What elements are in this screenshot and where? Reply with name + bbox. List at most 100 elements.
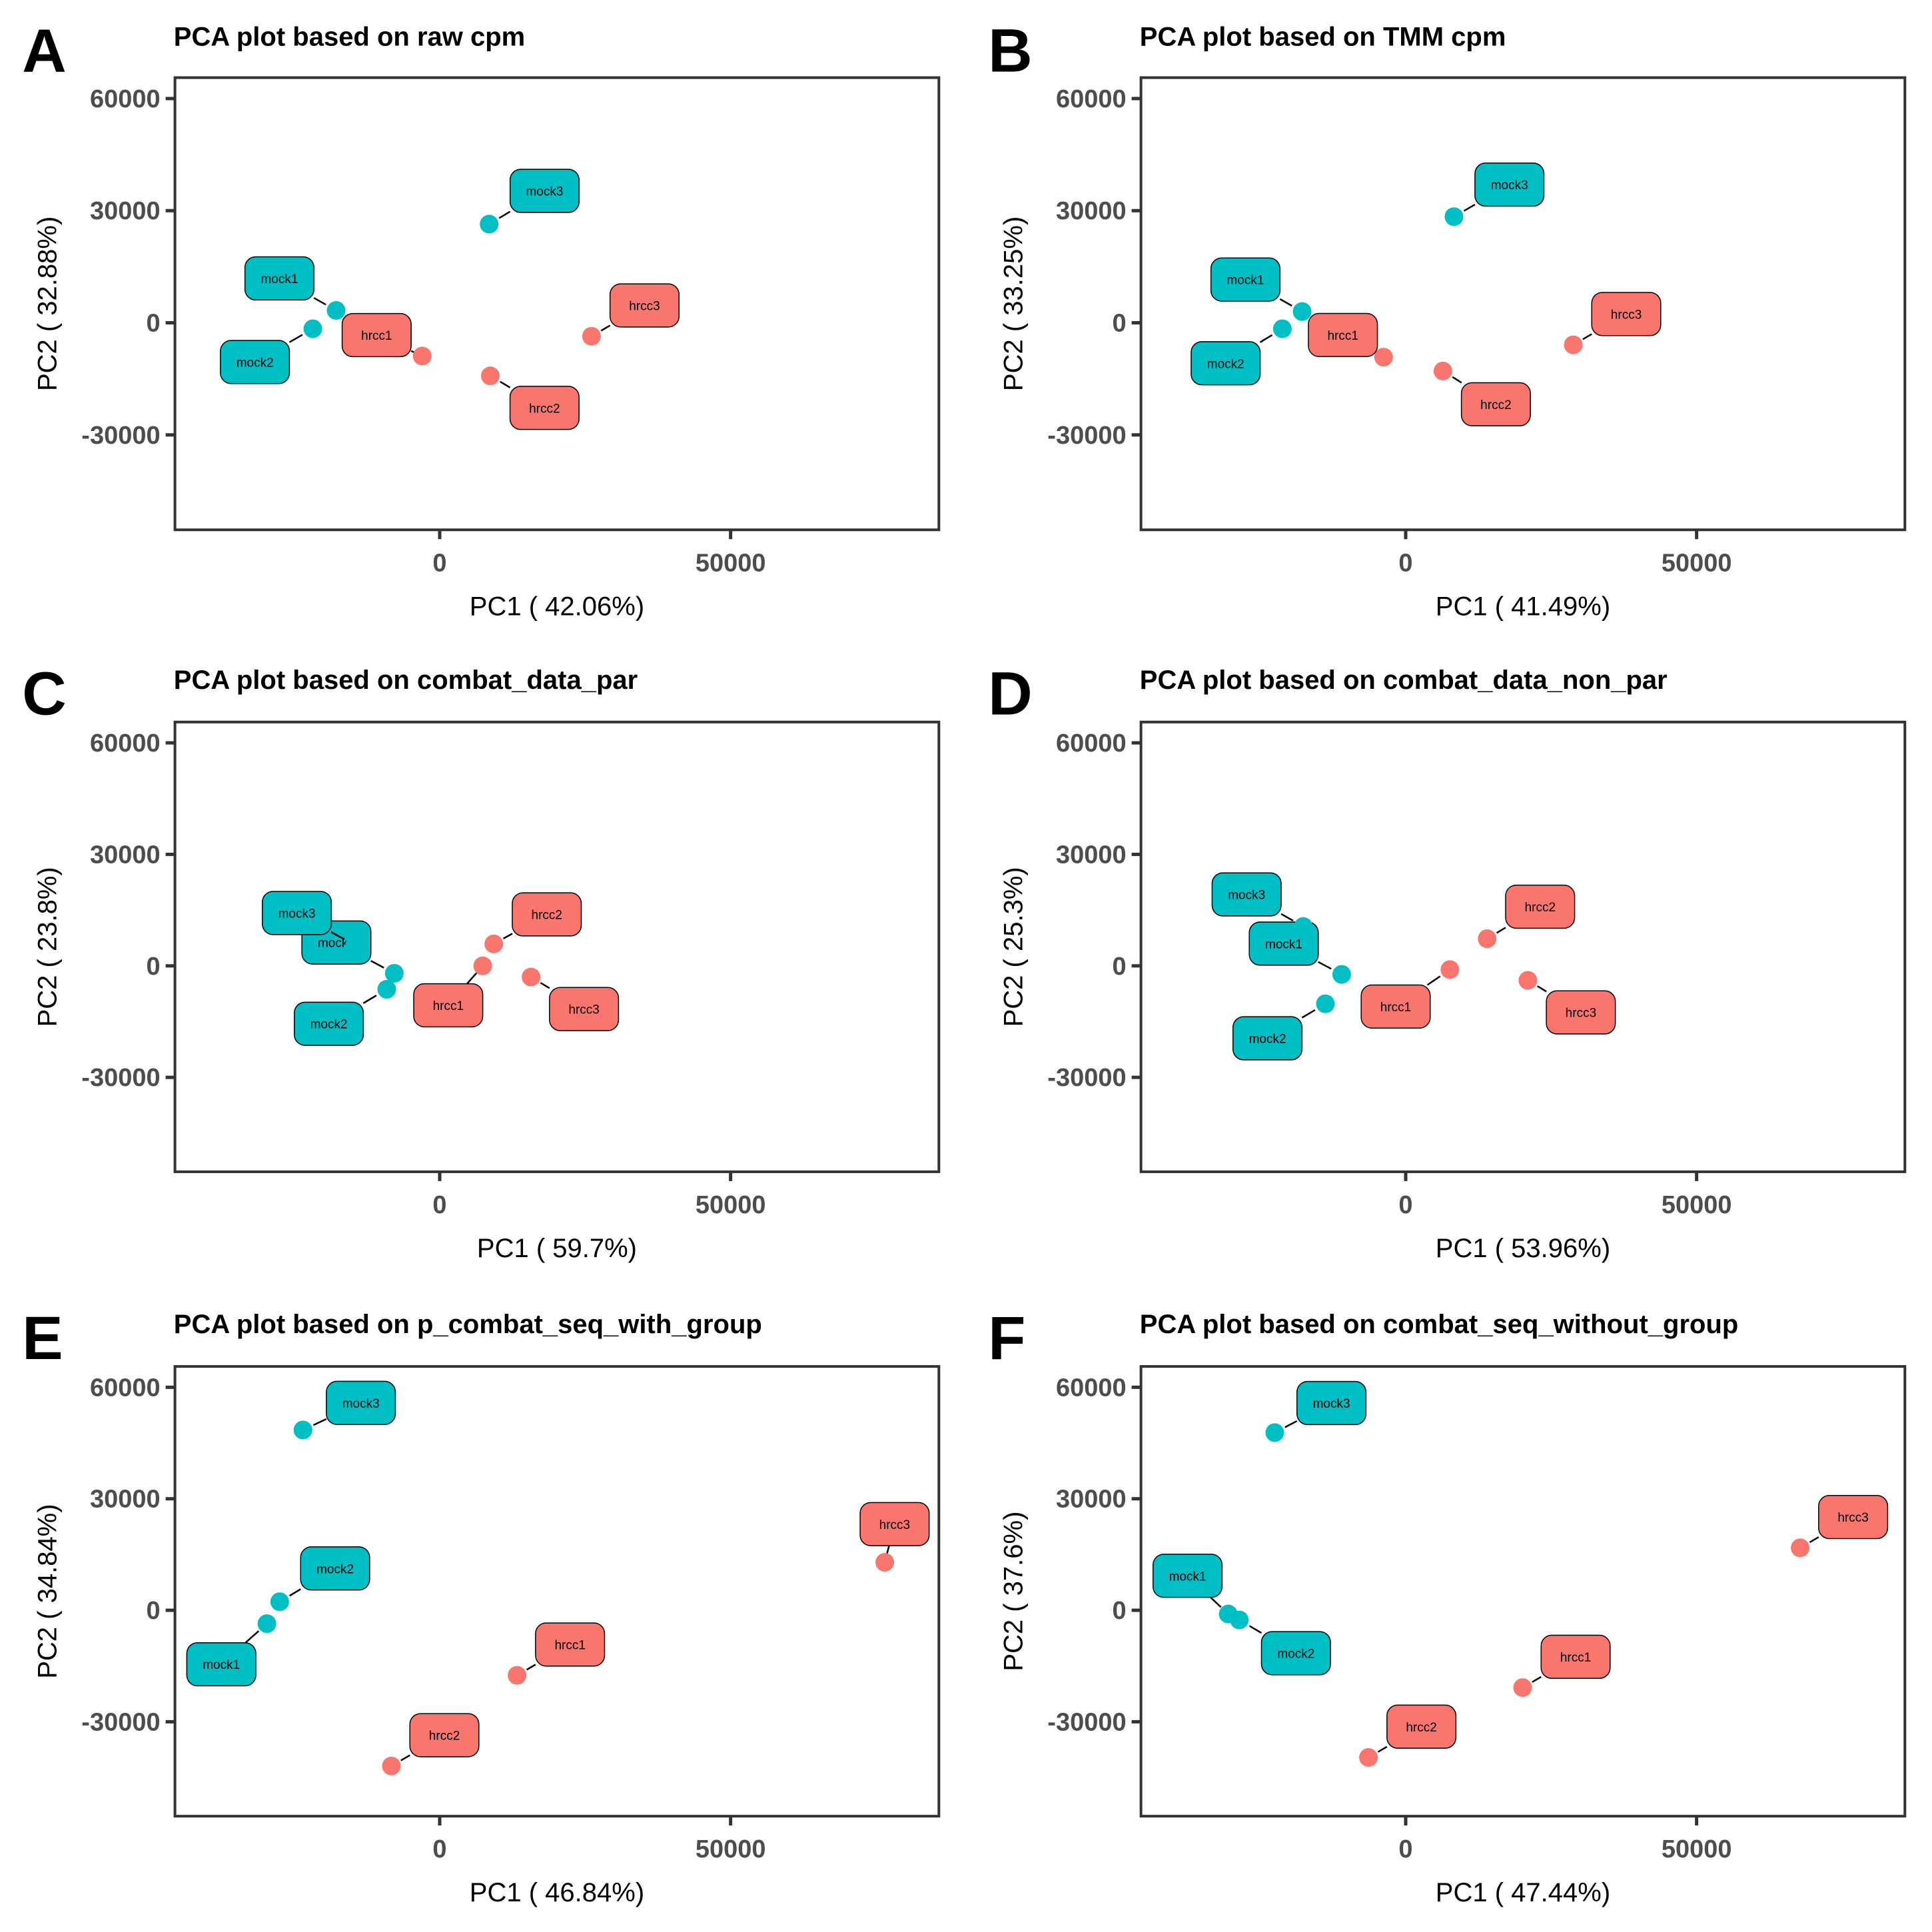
point-hrcc2[interactable]: [382, 1756, 401, 1775]
y-tick-label: 0: [1112, 1597, 1126, 1625]
label-connector: [466, 972, 478, 985]
label-connector: [1279, 298, 1292, 307]
point-label: hrcc2: [529, 402, 560, 416]
point-mock3[interactable]: [293, 1420, 312, 1440]
label-connector: [1210, 1596, 1222, 1608]
y-tick-label: 60000: [1056, 729, 1127, 757]
point-label: hrcc2: [1480, 398, 1511, 412]
x-tick-label: 0: [1398, 1191, 1412, 1219]
label-box-hrcc1: [535, 1622, 606, 1667]
y-tick-label: 60000: [90, 729, 161, 757]
label-box-hrcc2: [509, 386, 580, 430]
point-hrcc2[interactable]: [484, 934, 504, 953]
label-box-mock1: [1153, 1554, 1223, 1598]
point-mock2[interactable]: [303, 319, 322, 338]
point-hrcc1[interactable]: [508, 1666, 527, 1685]
label-connector: [1452, 376, 1462, 384]
point-mock1[interactable]: [384, 963, 404, 983]
label-box-mock2: [1232, 1016, 1303, 1061]
point-label: mock2: [1277, 1648, 1314, 1662]
label-box-hrcc3: [1818, 1494, 1889, 1540]
label-box-mock3: [1474, 162, 1545, 207]
panel-letter: D: [988, 660, 1032, 728]
point-hrcc3[interactable]: [522, 967, 541, 987]
label-box-mock3: [509, 169, 580, 213]
panel-title: PCA plot based on raw cpm: [174, 22, 525, 51]
point-label: mock3: [526, 185, 563, 199]
y-tick-label: 0: [146, 953, 160, 981]
point-hrcc2[interactable]: [1433, 361, 1452, 380]
point-mock2[interactable]: [1316, 994, 1335, 1013]
x-tick-label: 0: [432, 549, 446, 577]
point-label: hrcc3: [629, 299, 660, 313]
point-mock3[interactable]: [1294, 917, 1313, 936]
label-connector: [313, 297, 326, 306]
label-box-mock1: [1210, 257, 1280, 302]
point-label: hrcc1: [1380, 1001, 1411, 1015]
point-label: mock2: [310, 1018, 348, 1032]
y-tick-label: -30000: [81, 1064, 160, 1092]
label-box-hrcc3: [1591, 292, 1662, 336]
label-box-hrcc2: [512, 892, 582, 937]
point-mock1[interactable]: [257, 1614, 276, 1634]
point-hrcc1[interactable]: [1513, 1678, 1532, 1697]
label-connector: [502, 933, 513, 939]
point-hrcc3[interactable]: [582, 326, 601, 346]
panel-b: B PCA plot based on TMM cpm -30000 0 30000 60…: [988, 17, 1907, 621]
panel-f: F PCA plot based on combat_seq_without_gr…: [988, 1304, 1907, 1907]
point-hrcc3[interactable]: [1791, 1538, 1810, 1558]
point-hrcc1[interactable]: [1374, 348, 1393, 367]
point-label: mock1: [1169, 1570, 1207, 1584]
y-tick-label: 60000: [1056, 1374, 1127, 1402]
label-box-hrcc2: [1505, 884, 1576, 929]
point-label: hrcc3: [568, 1003, 599, 1017]
point-mock3[interactable]: [345, 935, 364, 955]
label-connector: [1463, 203, 1476, 212]
label-connector: [1532, 1676, 1542, 1683]
point-label: mock1: [1226, 274, 1264, 288]
point-hrcc3[interactable]: [875, 1553, 895, 1572]
label-box-hrcc3: [549, 987, 620, 1031]
x-tick-label: 0: [432, 1191, 446, 1219]
panel-letter: A: [22, 17, 66, 85]
point-mock3[interactable]: [480, 215, 499, 234]
point-mock1[interactable]: [1332, 965, 1351, 984]
point-hrcc2[interactable]: [1359, 1747, 1378, 1767]
plot-frame: [173, 76, 941, 532]
point-hrcc1[interactable]: [473, 956, 492, 975]
point-mock1[interactable]: [1292, 302, 1312, 321]
point-mock2[interactable]: [1230, 1610, 1249, 1630]
point-mock2[interactable]: [1272, 319, 1292, 338]
point-hrcc1[interactable]: [412, 346, 432, 366]
panel-letter: E: [22, 1304, 63, 1372]
x-tick-label: 50000: [1662, 549, 1732, 577]
point-mock1[interactable]: [326, 300, 346, 320]
point-mock3[interactable]: [1265, 1423, 1284, 1442]
label-connector: [1809, 1536, 1819, 1544]
label-connector: [1582, 333, 1592, 340]
y-tick-label: 0: [1112, 953, 1126, 981]
label-box-hrcc3: [609, 283, 680, 328]
panel-title: PCA plot based on combat_seq_without_gro…: [1140, 1310, 1739, 1339]
point-hrcc1[interactable]: [1440, 960, 1460, 979]
label-box-mock2: [300, 1546, 370, 1591]
y-axis-title: PC2 ( 33.25%): [999, 217, 1029, 391]
panel-title: PCA plot based on combat_data_non_par: [1140, 666, 1668, 695]
plot-frame: [1139, 1365, 1907, 1818]
x-tick-label: 0: [1398, 549, 1412, 577]
label-connector: [1301, 1009, 1316, 1019]
point-mock3[interactable]: [1444, 207, 1464, 227]
label-box-mock3: [326, 1380, 396, 1425]
point-hrcc3[interactable]: [1564, 335, 1583, 354]
y-tick-label: 60000: [90, 85, 161, 113]
point-hrcc2[interactable]: [480, 366, 500, 386]
point-label: hrcc3: [1837, 1511, 1868, 1525]
label-connector: [1318, 961, 1332, 970]
x-axis-title: PC1 ( 46.84%): [470, 1878, 644, 1907]
point-hrcc3[interactable]: [1518, 971, 1538, 990]
point-hrcc2[interactable]: [1478, 929, 1497, 949]
point-mock2[interactable]: [270, 1592, 289, 1612]
label-connector: [540, 982, 550, 989]
point-mock2[interactable]: [377, 979, 396, 999]
x-tick-label: 50000: [1662, 1835, 1732, 1863]
